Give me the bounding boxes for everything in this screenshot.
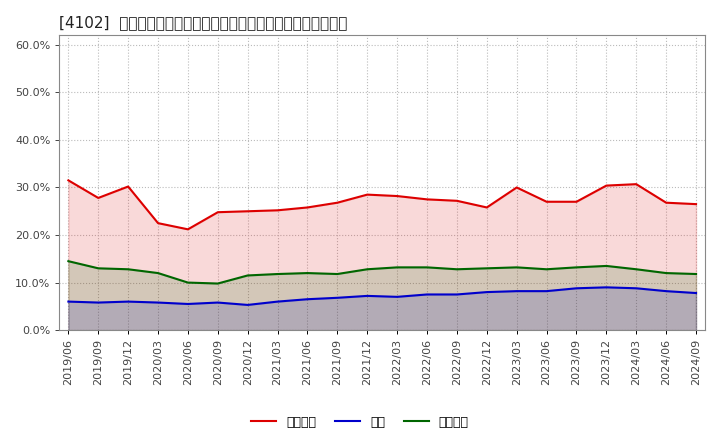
買入債務 [303,271,312,276]
売上偉権 [184,227,192,232]
売上偉権 [602,183,611,188]
売上偉権 [64,178,73,183]
在庫 [64,299,73,304]
売上偉権 [513,185,521,190]
買入債務 [602,263,611,268]
在庫 [184,301,192,307]
在庫 [692,290,701,296]
在庫 [482,290,491,295]
買入債務 [482,266,491,271]
Legend: 売上偉権, 在庫, 買入債務: 売上偉権, 在庫, 買入債務 [246,411,474,434]
在庫 [124,299,132,304]
在庫 [243,302,252,308]
売上偉権 [662,200,670,205]
買入債務 [153,271,162,276]
売上偉権 [243,209,252,214]
売上偉権 [542,199,551,205]
買入債務 [542,267,551,272]
買入債務 [124,267,132,272]
買入債務 [64,259,73,264]
買入債務 [274,271,282,277]
買入債務 [423,265,431,270]
売上偉権 [572,199,581,205]
売上偉権 [94,195,102,201]
買入債務 [453,267,462,272]
買入債務 [94,266,102,271]
買入債務 [184,280,192,285]
買入債務 [243,273,252,278]
売上偉権 [692,202,701,207]
売上偉権 [363,192,372,197]
Line: 売上偉権: 売上偉権 [68,180,696,229]
売上偉権 [482,205,491,210]
在庫 [632,286,641,291]
Line: 在庫: 在庫 [68,287,696,305]
売上偉権 [153,220,162,226]
買入債務 [572,265,581,270]
在庫 [393,294,402,300]
売上偉権 [393,194,402,199]
買入債務 [214,281,222,286]
在庫 [333,295,342,301]
在庫 [274,299,282,304]
買入債務 [513,265,521,270]
在庫 [94,300,102,305]
Text: [4102]  売上偉権、在庫、買入債務の総資産に対する比率の推移: [4102] 売上偉権、在庫、買入債務の総資産に対する比率の推移 [60,15,348,30]
在庫 [542,289,551,294]
在庫 [602,285,611,290]
売上偉権 [333,200,342,205]
Line: 買入債務: 買入債務 [68,261,696,283]
買入債務 [333,271,342,277]
売上偉権 [453,198,462,203]
買入債務 [662,271,670,276]
買入債務 [692,271,701,277]
在庫 [572,286,581,291]
在庫 [153,300,162,305]
買入債務 [363,267,372,272]
買入債務 [393,265,402,270]
売上偉権 [274,208,282,213]
在庫 [662,289,670,294]
在庫 [513,289,521,294]
買入債務 [632,267,641,272]
在庫 [423,292,431,297]
売上偉権 [214,209,222,215]
売上偉権 [423,197,431,202]
在庫 [453,292,462,297]
売上偉権 [303,205,312,210]
在庫 [303,297,312,302]
売上偉権 [632,182,641,187]
在庫 [214,300,222,305]
売上偉権 [124,184,132,189]
在庫 [363,293,372,298]
